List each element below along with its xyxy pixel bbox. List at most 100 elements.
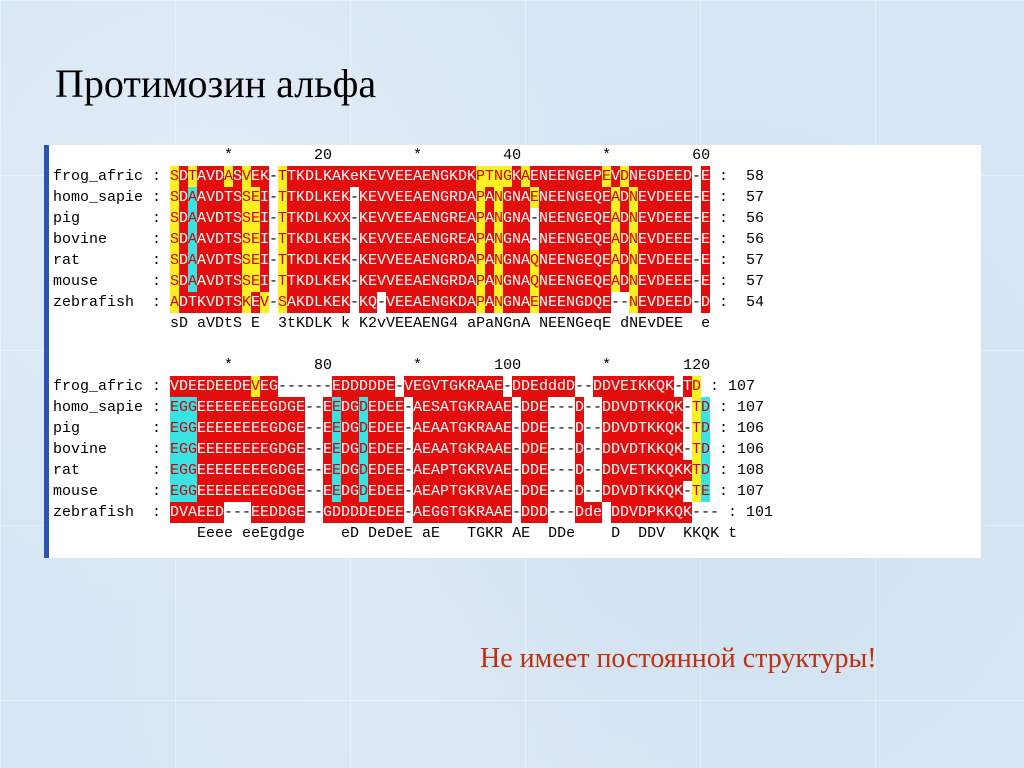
- residue: G: [269, 376, 279, 397]
- residue: K: [197, 292, 207, 313]
- residue: T: [692, 397, 702, 418]
- residue: R: [476, 481, 486, 502]
- residue: -: [296, 378, 306, 395]
- residue: S: [242, 187, 252, 208]
- residue: A: [197, 208, 207, 229]
- residue: E: [602, 166, 612, 187]
- residue: Q: [674, 502, 684, 523]
- residue: E: [458, 229, 468, 250]
- residue: V: [431, 376, 441, 397]
- residue: S: [170, 187, 180, 208]
- residue: E: [332, 418, 342, 439]
- residue: G: [575, 250, 585, 271]
- residue: E: [638, 166, 648, 187]
- residue: D: [602, 418, 612, 439]
- residue: -: [323, 378, 333, 395]
- residue: E: [251, 166, 261, 187]
- residue: K: [341, 271, 351, 292]
- species-name: zebrafish :: [53, 294, 171, 311]
- alignment-row: zebrafish : DVAEED---EEDDGE--GDDDDEDEE-A…: [53, 502, 773, 523]
- residue: T: [287, 271, 297, 292]
- residue: E: [422, 166, 432, 187]
- residue: G: [350, 481, 360, 502]
- residue: D: [701, 292, 711, 313]
- residue: E: [404, 271, 414, 292]
- residue: S: [242, 250, 252, 271]
- residue: D: [215, 208, 225, 229]
- residue: R: [449, 271, 459, 292]
- residue: G: [188, 460, 198, 481]
- residue: V: [386, 187, 396, 208]
- residue: S: [233, 208, 243, 229]
- residue: V: [404, 376, 414, 397]
- residue: D: [611, 460, 621, 481]
- residue: E: [665, 166, 675, 187]
- residue: A: [413, 250, 423, 271]
- residue: E: [386, 397, 396, 418]
- residue: D: [341, 481, 351, 502]
- residue-count: : 101: [719, 504, 774, 521]
- residue: E: [422, 292, 432, 313]
- residue: E: [332, 460, 342, 481]
- residue: K: [647, 418, 657, 439]
- residue: G: [440, 250, 450, 271]
- residue: G: [440, 292, 450, 313]
- residue: D: [530, 481, 540, 502]
- residue: N: [431, 250, 441, 271]
- residue: E: [332, 292, 342, 313]
- residue: T: [278, 250, 288, 271]
- residue: G: [575, 208, 585, 229]
- residue: E: [233, 397, 243, 418]
- residue: K: [647, 439, 657, 460]
- residue: A: [485, 208, 495, 229]
- residue: -: [404, 399, 414, 416]
- residue: N: [539, 166, 549, 187]
- sequence: EGGEEEEEEEEGDGE--EEDGDEDEE-AEAATGKRAAE-D…: [170, 418, 711, 439]
- residue: -: [404, 462, 414, 479]
- residue: K: [323, 250, 333, 271]
- residue: E: [395, 250, 405, 271]
- residue: D: [575, 439, 585, 460]
- residue: R: [449, 187, 459, 208]
- residue: G: [458, 481, 468, 502]
- residue: D: [179, 208, 189, 229]
- residue: -: [566, 504, 576, 521]
- residue: -: [305, 378, 315, 395]
- residue: S: [233, 166, 243, 187]
- residue: A: [197, 166, 207, 187]
- residue: V: [620, 418, 630, 439]
- residue: D: [701, 418, 711, 439]
- residue: E: [395, 208, 405, 229]
- residue: E: [674, 208, 684, 229]
- residue: E: [260, 439, 270, 460]
- sequence-alignment: * 20 * 40 * 60 frog_afric : SDTAVDASVEK-T…: [53, 145, 773, 544]
- species-name: frog_afric :: [53, 378, 171, 395]
- residue: -: [692, 252, 702, 269]
- residue: E: [251, 481, 261, 502]
- residue: -: [692, 189, 702, 206]
- residue: -: [404, 420, 414, 437]
- residue: A: [521, 208, 531, 229]
- residue: D: [377, 460, 387, 481]
- sequence: SDTAVDASVEK-TTKDLKAKeKEVVEEAENGKDKPTNGKA…: [170, 166, 710, 187]
- sequence: SDAAVDTSSEI-TTKDLKXX-KEVVEEAENGREAPANGNA…: [170, 208, 710, 229]
- residue: K: [656, 439, 666, 460]
- residue: T: [638, 481, 648, 502]
- residue: -: [242, 504, 252, 521]
- residue: D: [620, 187, 630, 208]
- residue: -: [683, 483, 693, 500]
- sequence: EGGEEEEEEEEGDGE--EEDGDEDEE-AESATGKRAAE-D…: [170, 397, 710, 418]
- residue: Q: [665, 439, 675, 460]
- residue: V: [647, 187, 657, 208]
- species-name: homo_sapie :: [53, 399, 171, 416]
- residue: -: [566, 420, 576, 437]
- residue: T: [449, 418, 459, 439]
- residue: K: [296, 271, 306, 292]
- residue: G: [503, 271, 513, 292]
- residue: D: [656, 166, 666, 187]
- residue: D: [620, 166, 630, 187]
- residue: D: [629, 418, 639, 439]
- residue: E: [386, 481, 396, 502]
- residue: T: [638, 460, 648, 481]
- residue: A: [413, 397, 423, 418]
